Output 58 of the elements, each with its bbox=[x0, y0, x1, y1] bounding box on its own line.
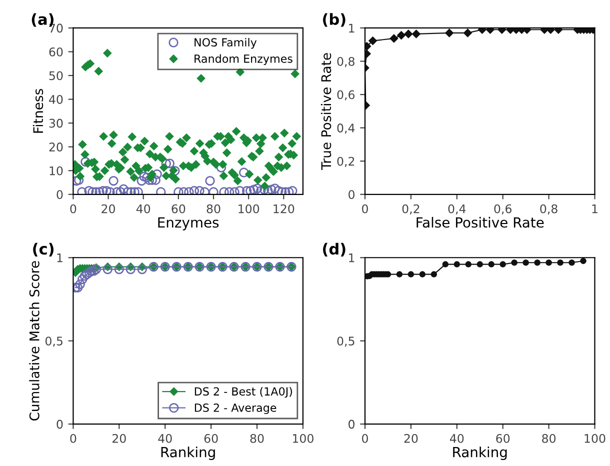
x-tick-label: 100 bbox=[584, 434, 606, 443]
x-axis-title: False Positive Rate bbox=[416, 216, 544, 228]
y-tick-label: 0 bbox=[56, 420, 63, 429]
x-tick-label: 120 bbox=[274, 204, 294, 214]
x-tick-label: 0,4 bbox=[448, 204, 466, 214]
y-tick-label: 60 bbox=[49, 47, 63, 56]
y-tick-label: 0,8 bbox=[337, 56, 354, 68]
y-tick-label: 0,2 bbox=[337, 156, 354, 167]
x-tick-label: 20 bbox=[112, 434, 126, 443]
x-axis-title: Ranking bbox=[161, 446, 215, 460]
x-axis-title: Ranking bbox=[453, 446, 507, 460]
y-tick-label: 40 bbox=[49, 95, 63, 104]
legend-label: DS 2 - Best (1A0J) bbox=[194, 387, 292, 398]
y-tick-label: 0 bbox=[348, 190, 354, 200]
x-tick-label: 100 bbox=[238, 204, 260, 214]
x-tick-label: 20 bbox=[404, 434, 418, 443]
legend-label: Random Enzymes bbox=[194, 54, 292, 66]
x-tick-label: 0,6 bbox=[494, 204, 512, 214]
x-tick-label: 0,8 bbox=[540, 204, 558, 214]
x-tick-label: 80 bbox=[206, 204, 220, 214]
x-tick-label: 40 bbox=[450, 434, 464, 443]
y-tick-label: 1 bbox=[349, 24, 354, 32]
x-tick-label: 0 bbox=[70, 204, 76, 214]
x-tick-label: 1 bbox=[592, 204, 598, 214]
y-axis-title: Fitness bbox=[32, 88, 44, 133]
y-tick-label: 0,4 bbox=[337, 124, 355, 134]
y-tick-label: 0,5 bbox=[45, 336, 62, 347]
x-tick-label: 60 bbox=[204, 434, 218, 443]
x-tick-label: 60 bbox=[496, 434, 510, 443]
x-tick-label: 60 bbox=[172, 204, 186, 214]
text: (b) bbox=[323, 13, 346, 27]
x-axis-title: Enzymes bbox=[158, 217, 219, 230]
legend-label: NOS Family bbox=[194, 38, 257, 49]
legend-label: DS 2 - Average bbox=[194, 404, 276, 414]
y-tick-label: 0 bbox=[348, 420, 354, 429]
y-tick-label: 0 bbox=[56, 190, 63, 200]
x-tick-label: 80 bbox=[250, 434, 264, 443]
x-tick-label: 40 bbox=[158, 434, 172, 443]
x-tick-label: 40 bbox=[136, 204, 150, 214]
text: (d) bbox=[323, 242, 346, 256]
y-tick-label: 30 bbox=[49, 118, 63, 128]
x-tick-label: 0 bbox=[70, 434, 76, 443]
x-tick-label: 0 bbox=[362, 434, 368, 443]
x-tick-label: 0,2 bbox=[402, 204, 420, 214]
y-axis-title: Cumulative Match Score bbox=[29, 261, 40, 421]
y-tick-label: 50 bbox=[49, 71, 63, 80]
y-tick-label: 20 bbox=[49, 142, 63, 152]
x-tick-label: 80 bbox=[542, 434, 556, 443]
y-tick-label: 10 bbox=[50, 166, 63, 176]
y-tick-label: 0,5 bbox=[337, 336, 354, 347]
x-tick-label: 20 bbox=[102, 204, 116, 214]
text: (c) bbox=[33, 242, 54, 256]
x-tick-label: 100 bbox=[292, 434, 314, 443]
x-tick-label: 0 bbox=[362, 204, 368, 214]
y-tick-label: 1 bbox=[57, 254, 62, 262]
y-tick-label: 1 bbox=[349, 254, 354, 262]
y-axis-title: True Positive Rate bbox=[320, 53, 332, 170]
y-tick-label: 0,6 bbox=[337, 90, 355, 100]
